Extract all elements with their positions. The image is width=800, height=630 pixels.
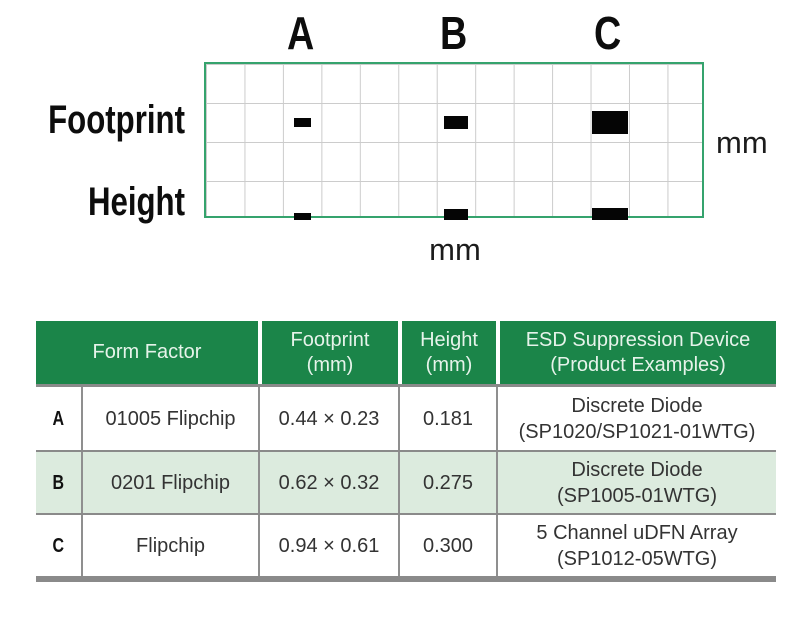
header-footprint: Footprint (mm) (258, 321, 398, 384)
height-bar-a (293, 213, 311, 220)
cell-device: Discrete Diode (SP1020/SP1021-01WTG) (496, 387, 776, 450)
cell-device: 5 Channel uDFN Array (SP1012-05WTG) (496, 515, 776, 576)
spec-table-body: A 01005 Flipchip 0.44 × 0.23 0.181 Discrete … (36, 387, 776, 576)
cell-footprint: 0.44 × 0.23 (258, 387, 398, 450)
cell-key: C (52, 534, 65, 557)
table-row-a: A 01005 Flipchip 0.44 × 0.23 0.181 Discrete … (36, 387, 776, 450)
cell-form-factor: 0201 Flipchip (81, 452, 258, 513)
spec-table: Form Factor Footprint (mm) Height (mm) E… (36, 321, 776, 582)
height-bar-c (591, 208, 628, 220)
size-comparison-diagram: A B C Footprint Height mm mm (0, 0, 800, 300)
unit-label-right: mm (716, 125, 768, 160)
column-letter-c: C (594, 7, 622, 59)
cell-height: 0.181 (398, 387, 496, 450)
footprint-row-label: Footprint (48, 98, 185, 142)
cell-device: Discrete Diode (SP1005-01WTG) (496, 452, 776, 513)
cell-footprint: 0.62 × 0.32 (258, 452, 398, 513)
cell-height: 0.275 (398, 452, 496, 513)
millimeter-grid (204, 62, 704, 220)
unit-label-bottom: mm (429, 232, 481, 267)
cell-form-factor: Flipchip (81, 515, 258, 576)
footprint-rect-b (444, 116, 468, 129)
header-esd-device: ESD Suppression Device (Product Examples… (496, 321, 776, 384)
cell-key: A (52, 407, 65, 430)
height-row-label: Height (87, 180, 185, 224)
column-letter-a: A (286, 7, 314, 59)
table-row-c: C Flipchip 0.94 × 0.61 0.300 5 Channel uDFN … (36, 513, 776, 576)
footprint-rect-a (293, 118, 311, 127)
table-row-b: B 0201 Flipchip 0.62 × 0.32 0.275 Discrete D… (36, 450, 776, 513)
spec-table-header: Form Factor Footprint (mm) Height (mm) E… (36, 321, 776, 387)
column-letter-b: B (440, 7, 468, 59)
cell-form-factor: 01005 Flipchip (81, 387, 258, 450)
header-height: Height (mm) (398, 321, 496, 384)
cell-height: 0.300 (398, 515, 496, 576)
footprint-rect-c (591, 110, 628, 135)
cell-key: B (52, 471, 65, 494)
header-form-factor: Form Factor (36, 321, 258, 384)
cell-footprint: 0.94 × 0.61 (258, 515, 398, 576)
height-bar-b (444, 209, 468, 220)
